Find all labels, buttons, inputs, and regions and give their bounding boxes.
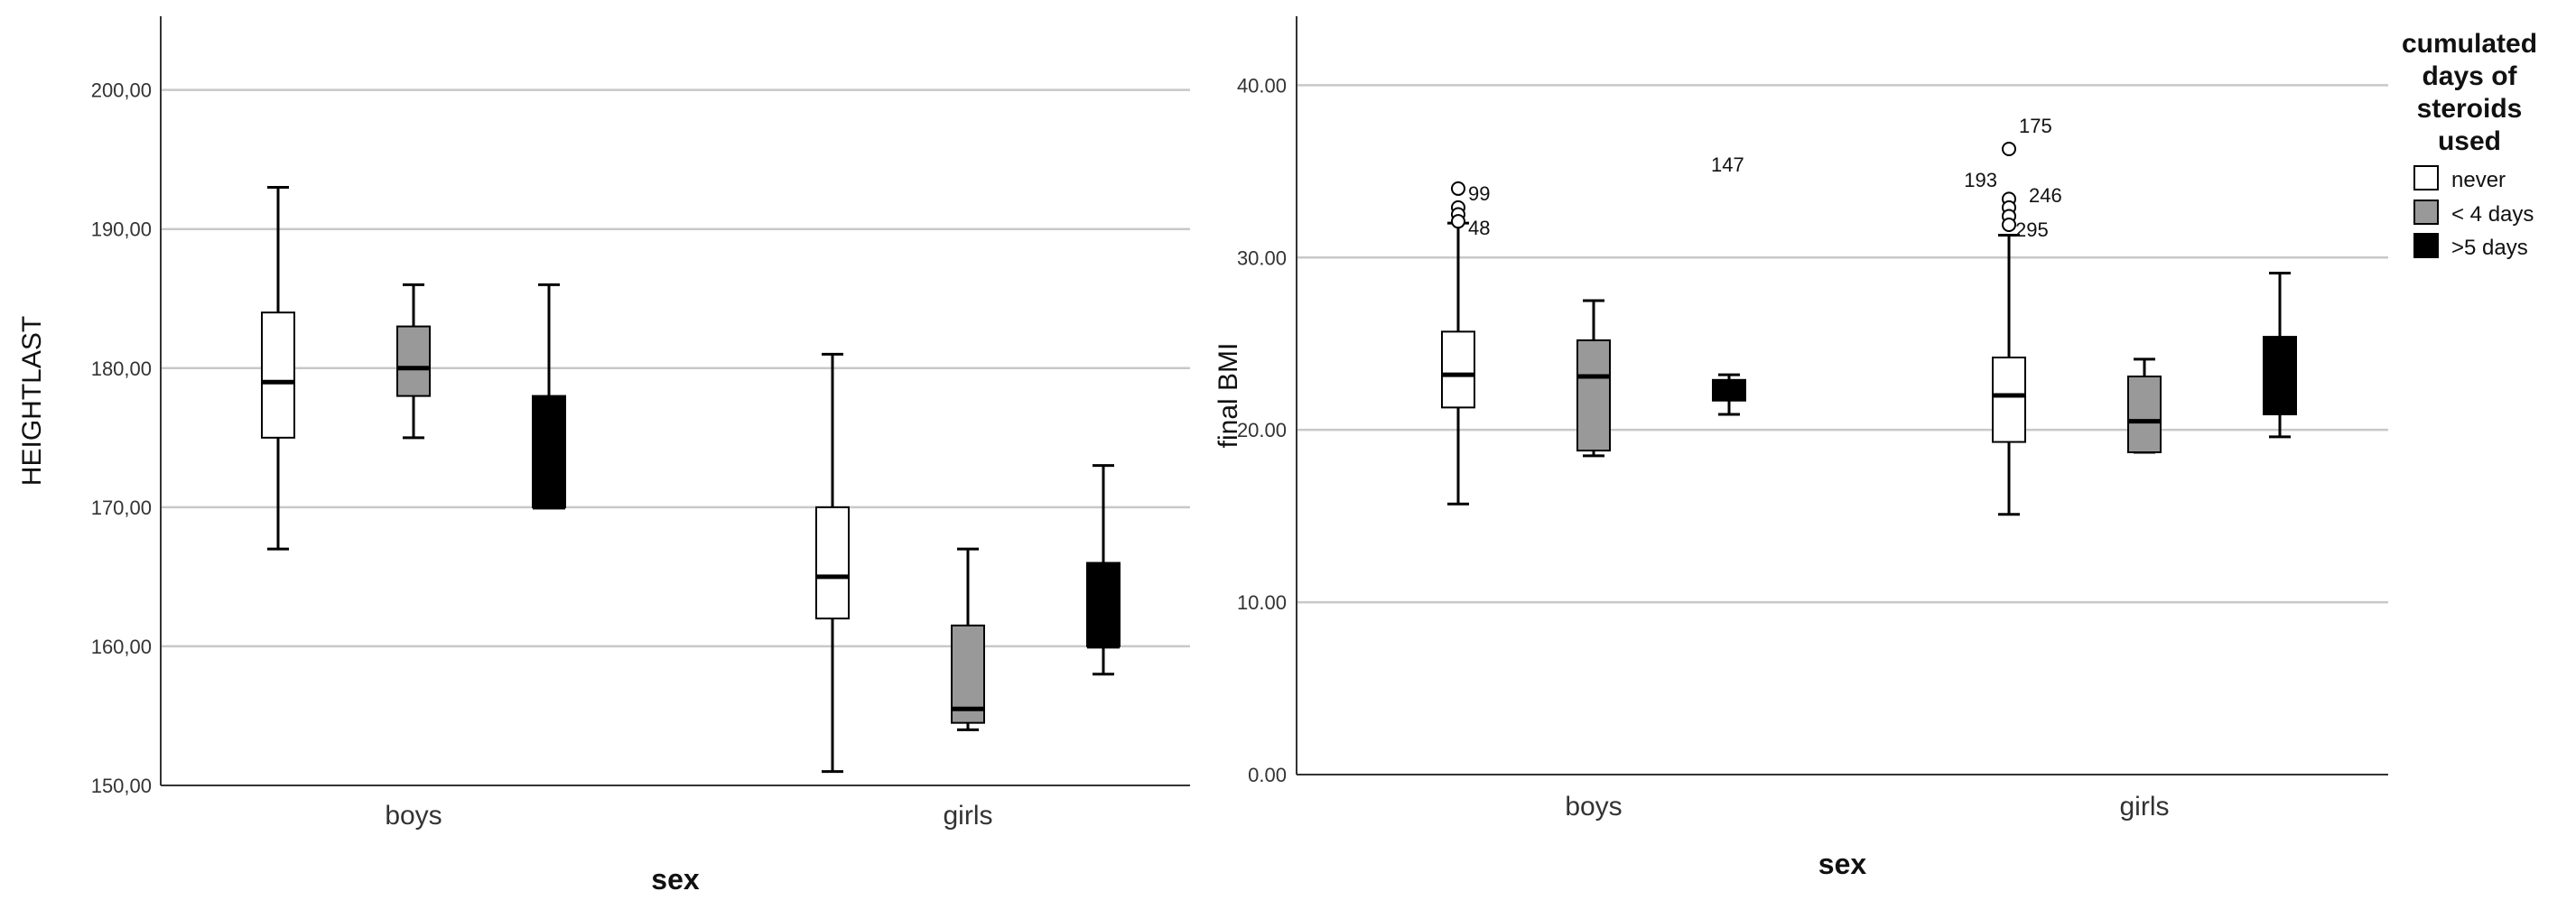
- x-axis-title: sex: [1818, 848, 1867, 880]
- box-iqr: [1086, 562, 1121, 647]
- box-iqr: [532, 395, 566, 508]
- box-boys-3: [1712, 373, 1746, 416]
- outlier-label: 99: [1468, 182, 1490, 205]
- legend-swatch-lt4: [2413, 200, 2439, 225]
- box-girls-2: [2127, 358, 2162, 454]
- box-boys-1: [1441, 181, 1475, 506]
- x-category-label: girls: [943, 801, 992, 831]
- panel-1: 150,00 160,00 170,00 180,00 190,00 200,00 boys…: [17, 16, 1190, 896]
- box-iqr: [951, 624, 985, 724]
- outlier-label: 246: [2029, 184, 2062, 207]
- outlier-label: 147: [1711, 153, 1744, 176]
- legend-title-line-1: cumulated: [2402, 29, 2537, 59]
- box-iqr: [1441, 330, 1475, 409]
- outlier-label: 48: [1468, 217, 1490, 239]
- legend-title-line-2: days of: [2422, 61, 2517, 91]
- box-iqr: [1576, 339, 1611, 452]
- outlier-point: [2002, 142, 2016, 156]
- y-axis-title: HEIGHTLAST: [17, 316, 47, 486]
- y-tick-label: 40.00: [1237, 74, 1287, 97]
- y-tick-label: 180,00: [91, 358, 152, 380]
- legend-label-never: never: [2451, 168, 2506, 192]
- panel-2: 0.00 10.00 20.00 30.00 40.00 boys girls final B…: [1214, 16, 2388, 880]
- outlier-point: [1451, 181, 1465, 196]
- box-girls-1: [815, 352, 850, 774]
- box-boys-2: [1576, 299, 1611, 458]
- box-boys-1: [261, 186, 295, 551]
- panels: 150,00 160,00 170,00 180,00 190,00 200,00 boys…: [17, 16, 2388, 896]
- box-boys-3: [532, 283, 566, 510]
- box-boys-2: [396, 283, 431, 440]
- legend-title-line-4: used: [2438, 126, 2501, 156]
- x-category-label: girls: [2119, 792, 2169, 822]
- legend-swatch-never: [2413, 165, 2439, 190]
- box-girls-3: [1086, 464, 1121, 676]
- y-tick-label: 200,00: [91, 79, 152, 102]
- legend-label-gt5: >5 days: [2451, 236, 2528, 260]
- box-iqr: [396, 325, 431, 397]
- legend: cumulated days of steroids used never < …: [2402, 29, 2537, 260]
- outlier-label: 175: [2019, 115, 2052, 137]
- outlier-point: [1451, 214, 1465, 229]
- box-iqr: [261, 311, 295, 439]
- legend-swatch-gt5: [2413, 233, 2439, 258]
- box-iqr: [2127, 376, 2162, 453]
- box-girls-2: [951, 547, 985, 731]
- y-axis-title: final BMI: [1214, 343, 1243, 449]
- legend-label-lt4: < 4 days: [2451, 202, 2534, 227]
- y-tick-label: 10.00: [1237, 591, 1287, 614]
- x-category-label: boys: [1565, 792, 1622, 822]
- outlier-point: [2002, 218, 2016, 232]
- outlier-label: 295: [2015, 218, 2049, 241]
- y-tick-label: 30.00: [1237, 246, 1287, 269]
- x-category-label: boys: [385, 801, 442, 831]
- outlier-label: 193: [1964, 169, 1997, 191]
- legend-title-line-3: steroids: [2417, 94, 2523, 124]
- y-tick-label: 150,00: [91, 775, 152, 797]
- y-tick-label: 0.00: [1248, 764, 1287, 786]
- y-tick-label: 20.00: [1237, 419, 1287, 441]
- box-iqr: [815, 506, 850, 620]
- outlier-labels: 147 99 48 175 193 246 295: [1468, 115, 2062, 241]
- x-axis-title: sex: [651, 863, 700, 896]
- y-tick-label: 160,00: [91, 636, 152, 658]
- y-tick-label: 190,00: [91, 218, 152, 241]
- y-tick-label: 170,00: [91, 497, 152, 519]
- box-iqr: [1992, 357, 2026, 443]
- box-girls-1: [1992, 142, 2026, 516]
- box-girls-3: [2263, 271, 2297, 439]
